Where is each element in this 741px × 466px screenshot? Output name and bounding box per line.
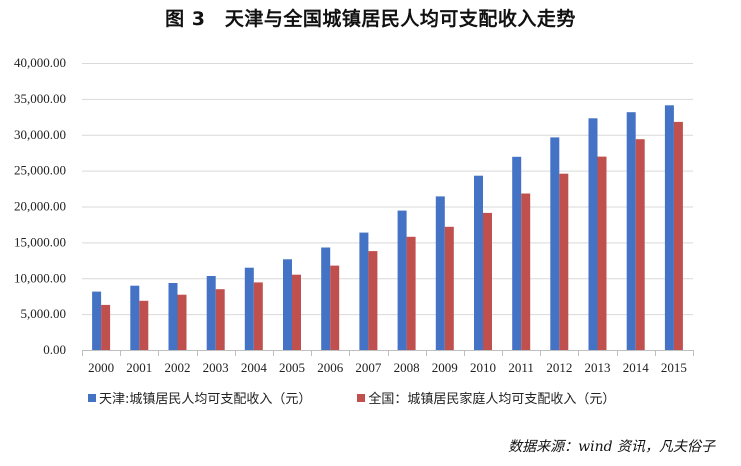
bar-tianjin [588,118,598,350]
x-tick-label: 2009 [432,360,458,375]
x-tick-label: 2003 [203,360,229,375]
legend-label-tianjin: 天津:城镇居民人均可支配收入（元） [99,392,312,407]
y-tick-label: 0.00 [43,342,66,357]
x-tick-label: 2004 [241,360,268,375]
bar-tianjin [359,232,369,350]
x-tick-label: 2001 [126,360,152,375]
bar-national [483,212,492,350]
bar-tianjin [512,156,522,350]
chart-title: 图 3 天津与全国城镇居民人均可支配收入走势 [165,8,576,30]
bar-tianjin [435,196,445,350]
bar-tianjin [550,137,560,350]
bar-tianjin [168,283,178,350]
bar-national [330,265,340,350]
x-tick-label: 2010 [470,360,496,375]
x-tick-label: 2000 [88,360,114,375]
y-tick-label: 35,000.00 [14,91,66,106]
x-tick-label: 2015 [661,360,687,375]
legend-item-tianjin: 天津:城镇居民人均可支配收入（元） [88,388,311,407]
bar-national [673,121,683,351]
x-tick-label: 2006 [317,360,344,375]
legend: 天津:城镇居民人均可支配收入（元） 全国：城镇居民家庭人均可支配收入（元） [88,388,661,407]
legend-item-national: 全国：城镇居民家庭人均可支配收入（元） [357,388,615,407]
bar-national [597,156,607,350]
axes [82,350,694,356]
bar-national [177,294,187,350]
bar-tianjin [244,267,254,350]
bar-national [139,300,149,350]
bar-national [521,193,531,350]
x-tick-label: 2002 [164,360,190,375]
bars [92,105,683,351]
x-tick-labels: 2000 2001 2002 2003 2004 2005 2006 2007 2008 2009… [88,360,687,375]
bar-tianjin [283,259,292,350]
y-tick-label: 25,000.00 [14,163,66,178]
legend-swatch-national [357,393,366,402]
bar-national [253,282,263,350]
x-tick-label: 2007 [355,360,382,375]
bar-national [635,139,645,350]
bar-national [368,251,378,350]
x-tick-label: 2005 [279,360,305,375]
x-tick-label: 2013 [585,360,611,375]
x-tick-label: 2014 [623,360,650,375]
bar-tianjin [92,291,102,350]
bar-tianjin [664,105,674,350]
bar-tianjin [321,247,331,350]
bar-national [406,236,416,350]
legend-label-national: 全国：城镇居民家庭人均可支配收入（元） [368,392,616,407]
bar-national [101,304,111,350]
y-tick-label: 20,000.00 [14,199,66,214]
bar-tianjin [130,285,140,350]
bar-national [292,274,301,350]
legend-swatch-tianjin [88,393,96,402]
source-note: 数据来源：wind 资讯，凡夫俗子 [508,439,715,455]
y-tick-label: 15,000.00 [14,234,66,249]
x-tick-label: 2008 [394,360,420,375]
y-tick-label: 30,000.00 [14,127,66,142]
bar-national [559,173,569,350]
y-tick-label: 5,000.00 [21,306,67,321]
y-tick-label: 40,000.00 [14,55,66,70]
y-tick-label: 10,000.00 [14,270,66,285]
x-tick-label: 2012 [546,360,572,375]
x-tick-label: 2011 [508,360,534,375]
y-tick-labels: 0.00 5,000.00 10,000.00 15,000.00 20,000.00 2… [14,55,66,357]
bar-national [444,226,454,350]
bar-tianjin [626,112,636,350]
bar-tianjin [474,175,483,350]
bar-tianjin [397,210,407,350]
bar-tianjin [206,276,216,350]
bar-national [215,289,225,350]
